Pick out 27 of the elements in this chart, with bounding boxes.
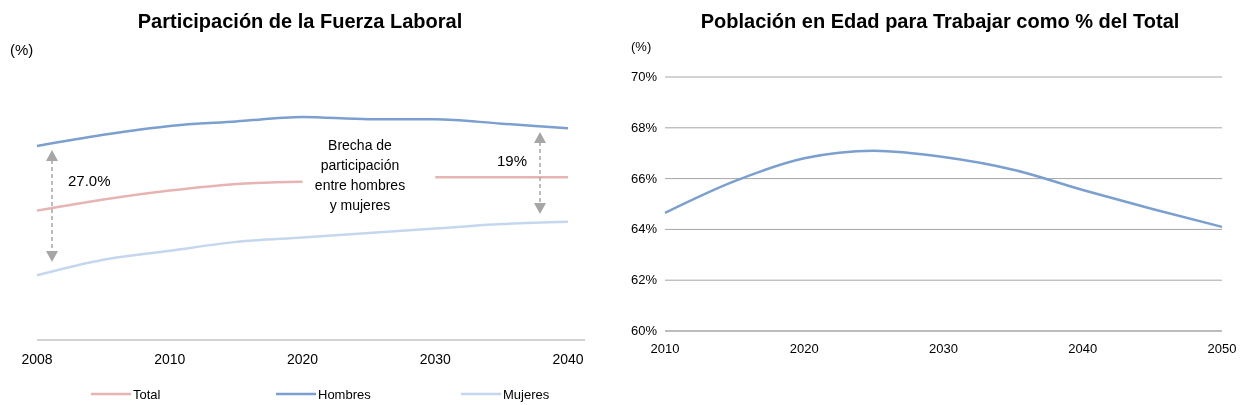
y-tick-label: 62% <box>630 272 658 288</box>
y-tick-label: 66% <box>630 170 658 186</box>
annotation: 19% <box>497 152 528 169</box>
text: (%) <box>10 41 34 58</box>
x-tick-label: 2030 <box>929 341 958 356</box>
chart-title: Participación de la Fuerza Laboral <box>137 10 463 32</box>
annotation: Brecha de participación entre hombres y mujeres <box>314 137 406 213</box>
x-tick-label: 2020 <box>789 341 819 356</box>
x-tick-label: 2050 <box>1207 341 1237 356</box>
legend-label: Hombres <box>318 387 372 402</box>
line-series <box>663 149 1224 229</box>
legend-label: Mujeres <box>503 387 550 402</box>
chart-title: Población en Edad para Trabajar como % del Total <box>700 10 1180 32</box>
x-tick-label: 2030 <box>419 351 452 367</box>
x-tick-label: 2040 <box>1068 341 1098 356</box>
x-tick-label: 2010 <box>154 351 186 367</box>
x-tick-label: 2008 <box>21 351 53 367</box>
y-tick-label: 60% <box>630 323 658 338</box>
y-tick-label: 68% <box>630 119 658 135</box>
x-tick-label: 2020 <box>286 351 319 367</box>
x-tick-label: 2040 <box>552 351 584 367</box>
y-axis-title: (%) <box>631 39 652 54</box>
y-tick-label: 70% <box>630 69 658 84</box>
y-tick-label: 64% <box>630 221 658 237</box>
annotation: 27.0% <box>68 172 111 189</box>
legend-label: Total <box>133 387 161 402</box>
x-tick-label: 2010 <box>650 341 680 356</box>
